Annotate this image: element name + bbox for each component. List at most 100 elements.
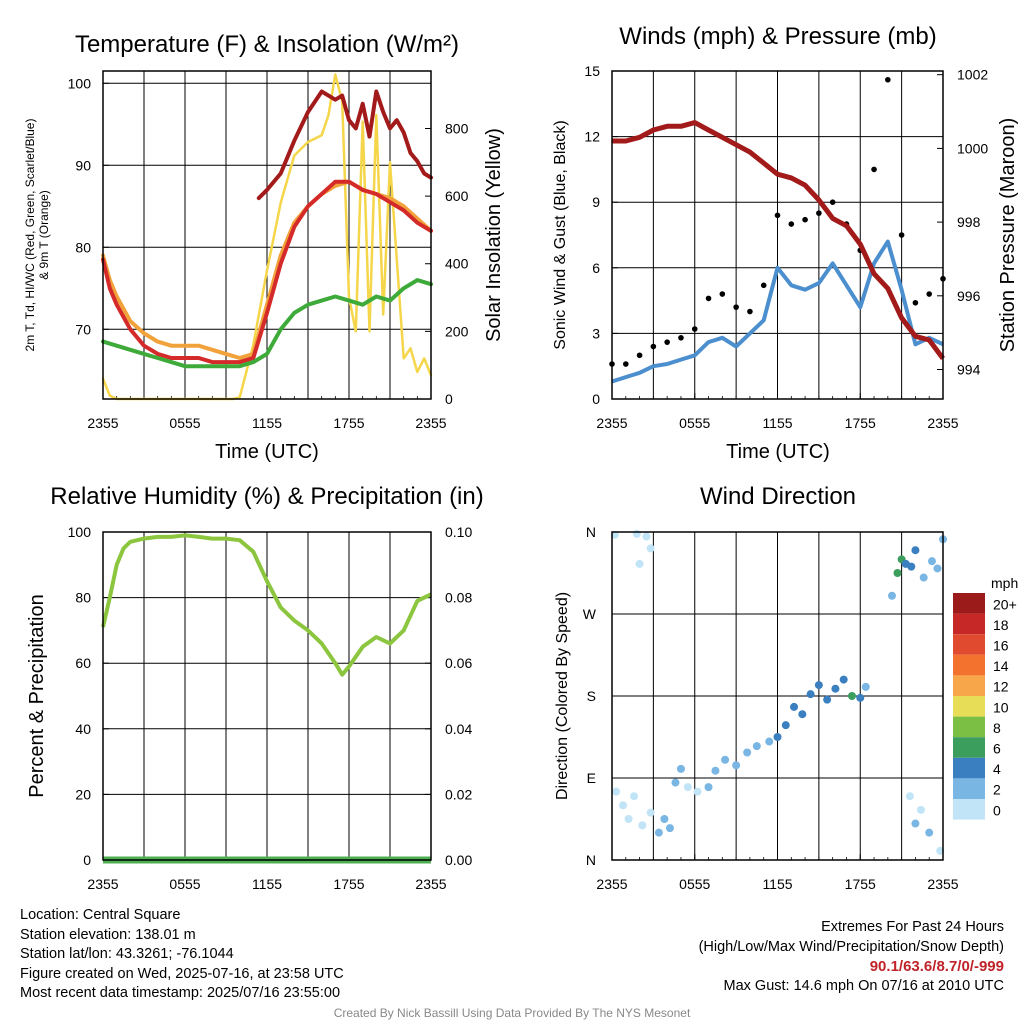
direction-point (916, 805, 925, 814)
direction-point (619, 801, 628, 810)
y2-tick-label: 0.00 (445, 852, 472, 868)
extremes-values: 90.1/63.6/8.7/0/-999 (869, 958, 1004, 975)
direction-point (676, 764, 685, 773)
figure-created: Figure created on Wed, 2025-07-16, at 23… (20, 965, 344, 982)
direction-point (612, 787, 621, 796)
y2-tick-label: 1000 (957, 140, 988, 156)
y-axis-label: Direction (Colored By Speed) (554, 592, 571, 800)
direction-point (911, 546, 920, 555)
y-tick-label: N (586, 852, 596, 868)
direction-point (925, 828, 934, 837)
x-tick-label: 1155 (762, 415, 792, 431)
y2-tick-label: 996 (957, 288, 981, 304)
chart-title: Temperature (F) & Insolation (W/m²) (75, 31, 459, 58)
direction-point (683, 783, 692, 792)
station-latlon: Station lat/lon: 43.3261; -76.1044 (20, 946, 234, 962)
x-tick-label: 0555 (169, 876, 200, 892)
x-tick-label: 2355 (415, 876, 446, 892)
x-tick-label: 2355 (596, 415, 627, 431)
legend-label: 12 (993, 679, 1009, 695)
direction-point (798, 710, 807, 719)
y-tick-label: 9 (592, 194, 600, 210)
gust-point (912, 299, 919, 306)
x-tick-label: 0555 (169, 415, 200, 431)
plot-border (102, 70, 432, 400)
extremes-subtitle: (High/Low/Max Wind/Precipitation/Snow De… (698, 938, 1004, 955)
y2-tick-label: 0.10 (445, 524, 472, 540)
series-line (256, 89, 433, 201)
extremes-title: Extremes For Past 24 Hours (821, 919, 1004, 935)
direction-point (907, 562, 916, 571)
y-tick-label: 60 (75, 655, 91, 671)
legend-swatch (953, 716, 985, 738)
legend-swatch (953, 778, 985, 799)
legend-label: 14 (993, 658, 1009, 674)
direction-point (905, 792, 914, 801)
legend-swatch (953, 613, 985, 635)
legend-label: 8 (993, 720, 1001, 736)
y2-tick-label: 0.06 (445, 655, 472, 671)
legend-swatch (953, 634, 985, 655)
legend-swatch (953, 675, 985, 696)
direction-point (635, 559, 644, 568)
direction-point (638, 821, 647, 830)
direction-point (665, 824, 674, 833)
max-gust: Max Gust: 14.6 mph On 07/16 at 2010 UTC (723, 977, 1004, 994)
y-tick-label: 12 (584, 129, 600, 145)
legend-label: 18 (993, 617, 1009, 633)
y2-tick-label: 994 (957, 362, 981, 378)
direction-point (781, 721, 790, 730)
extremes-info: Extremes For Past 24 Hours (High/Low/Max… (699, 918, 1004, 996)
station-info: Location: Central Square Station elevati… (20, 906, 344, 1004)
gust-point (802, 216, 808, 223)
y2-tick-label: 0 (445, 391, 453, 407)
gust-point (691, 326, 698, 332)
direction-point (861, 682, 870, 691)
temperature-panel: Temperature (F) & Insolation (W/m²) 2355 0… (23, 31, 505, 463)
legend-label: 16 (993, 638, 1009, 654)
direction-points (610, 529, 947, 855)
credit-line: Created By Nick Bassill Using Data Provi… (333, 1006, 691, 1020)
y2-tick-label: 998 (957, 214, 981, 230)
x-tick-label: 1755 (845, 876, 876, 892)
direction-point (721, 755, 730, 764)
direction-point (732, 761, 741, 770)
gust-point (664, 339, 670, 345)
y-axis-label: & 9m T (Orange) (37, 190, 51, 280)
x-tick-label: 1155 (252, 876, 282, 892)
direction-point (847, 692, 856, 700)
speed-legend: mph 20+ 18 16 14 12 10 8 6 4 2 0 (953, 575, 1018, 820)
x-tick-label: 1155 (252, 415, 282, 431)
y2-tick-label: 0.08 (445, 590, 472, 606)
legend-label: 4 (993, 761, 1001, 777)
x-axis-label: Time (UTC) (215, 441, 319, 463)
legend-title: mph (991, 575, 1018, 591)
gust-point (898, 232, 905, 238)
gust-point (829, 199, 836, 205)
gust-point (705, 295, 712, 302)
y-axis-label: Sonic Wind & Gust (Blue, Black) (552, 120, 569, 349)
gust-point (788, 221, 795, 227)
legend-label: 2 (993, 782, 1001, 798)
direction-point (752, 742, 761, 751)
x-tick-label: 2355 (927, 876, 958, 892)
gust-point (636, 352, 643, 359)
legend-swatch (953, 696, 985, 717)
y2-tick-label: 400 (445, 256, 469, 272)
gust-point (774, 212, 781, 219)
direction-point (773, 733, 782, 741)
gust-point (650, 343, 657, 350)
chart-title: Relative Humidity (%) & Precipitation (i… (50, 483, 483, 510)
x-tick-label: 2355 (87, 876, 118, 892)
direction-point (624, 815, 633, 823)
station-elevation: Station elevation: 138.01 m (20, 926, 196, 943)
direction-point (711, 766, 720, 775)
plot-border (611, 70, 944, 400)
gust-point (885, 76, 891, 83)
direction-point (856, 693, 865, 702)
y-tick-label: 3 (592, 325, 600, 341)
gust-point (733, 304, 739, 310)
direction-point (806, 690, 815, 699)
